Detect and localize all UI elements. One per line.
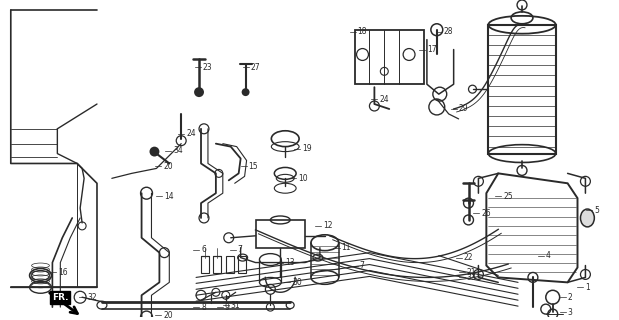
Text: 14: 14 bbox=[165, 192, 174, 201]
Text: FR.: FR. bbox=[52, 293, 69, 302]
Text: 3: 3 bbox=[568, 308, 573, 316]
Text: 23: 23 bbox=[203, 63, 212, 72]
Bar bbox=[201, 256, 209, 274]
Text: 27: 27 bbox=[251, 63, 260, 72]
Text: 8: 8 bbox=[201, 303, 206, 312]
Text: 16: 16 bbox=[58, 268, 68, 277]
Text: 1: 1 bbox=[586, 283, 590, 292]
Bar bbox=[213, 256, 221, 274]
Text: 6: 6 bbox=[201, 245, 206, 254]
Text: 12: 12 bbox=[323, 221, 332, 230]
Text: 5: 5 bbox=[594, 205, 599, 214]
Text: 19: 19 bbox=[302, 144, 312, 153]
Text: 20: 20 bbox=[163, 162, 173, 171]
Bar bbox=[238, 256, 246, 274]
Text: 25: 25 bbox=[503, 192, 513, 201]
Text: 7: 7 bbox=[238, 245, 243, 254]
Text: 34: 34 bbox=[173, 146, 183, 155]
Circle shape bbox=[194, 87, 204, 97]
Circle shape bbox=[241, 88, 249, 96]
Text: 17: 17 bbox=[427, 45, 436, 54]
Text: 21: 21 bbox=[467, 268, 476, 277]
Text: 30: 30 bbox=[292, 278, 302, 287]
Text: 31: 31 bbox=[231, 301, 240, 310]
Text: 33: 33 bbox=[467, 273, 476, 282]
Text: 22: 22 bbox=[464, 253, 473, 262]
Circle shape bbox=[150, 147, 160, 156]
Ellipse shape bbox=[32, 270, 50, 280]
Text: 29: 29 bbox=[459, 105, 468, 114]
Text: 28: 28 bbox=[444, 27, 453, 36]
Text: 2: 2 bbox=[568, 293, 573, 302]
Text: 13: 13 bbox=[285, 258, 295, 267]
Bar bbox=[256, 220, 305, 248]
Text: 32: 32 bbox=[87, 293, 97, 302]
Text: 7: 7 bbox=[360, 261, 365, 270]
Text: 18: 18 bbox=[358, 27, 367, 36]
Bar bbox=[226, 256, 234, 274]
Text: 24: 24 bbox=[379, 95, 389, 104]
Text: 20: 20 bbox=[163, 310, 173, 320]
Text: 26: 26 bbox=[482, 209, 491, 218]
Text: 15: 15 bbox=[249, 162, 258, 171]
Bar bbox=[355, 30, 424, 84]
Text: 11: 11 bbox=[342, 243, 351, 252]
Ellipse shape bbox=[581, 209, 594, 227]
Bar bbox=[488, 25, 556, 154]
Text: 4: 4 bbox=[546, 251, 551, 260]
Text: 10: 10 bbox=[298, 174, 308, 183]
Text: 9: 9 bbox=[225, 303, 230, 312]
Text: 24: 24 bbox=[186, 129, 196, 138]
